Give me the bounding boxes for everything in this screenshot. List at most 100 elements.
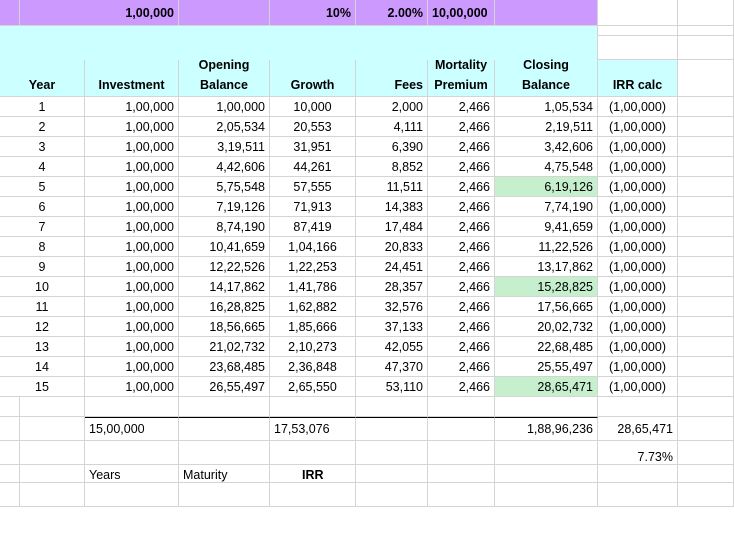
- empty-cell[interactable]: [428, 483, 495, 507]
- empty-cell[interactable]: [20, 397, 85, 417]
- cell-fees[interactable]: 8,852: [356, 157, 428, 177]
- cell-growth[interactable]: 1,62,882: [270, 297, 356, 317]
- cell-opening-balance[interactable]: 26,55,497: [179, 377, 270, 397]
- empty-cell[interactable]: [678, 397, 734, 417]
- empty-cell[interactable]: [678, 297, 734, 317]
- cell-year[interactable]: 12: [0, 317, 85, 337]
- empty-cell[interactable]: [678, 0, 734, 26]
- empty-cell[interactable]: [270, 483, 356, 507]
- cell-closing-balance[interactable]: 25,55,497: [495, 357, 598, 377]
- input-sum-assured[interactable]: 10,00,000: [428, 0, 495, 26]
- empty-cell[interactable]: [20, 441, 85, 465]
- cell-mortality-premium[interactable]: 2,466: [428, 157, 495, 177]
- empty-cell[interactable]: [678, 465, 734, 483]
- empty-cell[interactable]: [678, 377, 734, 397]
- cell-closing-balance[interactable]: 20,02,732: [495, 317, 598, 337]
- cell-investment[interactable]: 1,00,000: [85, 257, 179, 277]
- empty-cell[interactable]: [0, 441, 20, 465]
- empty-cell[interactable]: [495, 397, 598, 417]
- cell-irr-calc[interactable]: (1,00,000): [598, 157, 678, 177]
- cell-closing-balance[interactable]: 28,65,471: [495, 377, 598, 397]
- cell-fees[interactable]: 20,833: [356, 237, 428, 257]
- cell-mortality-premium[interactable]: 2,466: [428, 97, 495, 117]
- cell-fees[interactable]: 28,357: [356, 277, 428, 297]
- total-closing[interactable]: 1,88,96,236: [495, 417, 598, 441]
- cell-year[interactable]: 9: [0, 257, 85, 277]
- cell-irr-calc[interactable]: (1,00,000): [598, 337, 678, 357]
- cell-closing-balance[interactable]: 7,74,190: [495, 197, 598, 217]
- empty-cell[interactable]: [179, 483, 270, 507]
- empty-cell[interactable]: [598, 483, 678, 507]
- cell-irr-calc[interactable]: (1,00,000): [598, 217, 678, 237]
- empty-cell[interactable]: [598, 397, 678, 417]
- empty-cell[interactable]: [678, 177, 734, 197]
- cell-opening-balance[interactable]: 4,42,606: [179, 157, 270, 177]
- cell-investment[interactable]: 1,00,000: [85, 217, 179, 237]
- empty-cell[interactable]: [20, 417, 85, 441]
- cell-growth[interactable]: 10,000: [270, 97, 356, 117]
- cell-year[interactable]: 5: [0, 177, 85, 197]
- cell-closing-balance[interactable]: 17,56,665: [495, 297, 598, 317]
- empty-cell[interactable]: [678, 217, 734, 237]
- cell-fees[interactable]: 14,383: [356, 197, 428, 217]
- cell-investment[interactable]: 1,00,000: [85, 277, 179, 297]
- empty-cell[interactable]: [678, 197, 734, 217]
- cell-opening-balance[interactable]: 1,00,000: [179, 97, 270, 117]
- cell-growth[interactable]: 44,261: [270, 157, 356, 177]
- cell-opening-balance[interactable]: 10,41,659: [179, 237, 270, 257]
- cell-investment[interactable]: 1,00,000: [85, 357, 179, 377]
- empty-cell[interactable]: [678, 237, 734, 257]
- cell-closing-balance[interactable]: 3,42,606: [495, 137, 598, 157]
- input-cell-blank[interactable]: [495, 0, 598, 26]
- cell-mortality-premium[interactable]: 2,466: [428, 117, 495, 137]
- empty-cell[interactable]: [678, 317, 734, 337]
- empty-cell[interactable]: [356, 483, 428, 507]
- cell-opening-balance[interactable]: 12,22,526: [179, 257, 270, 277]
- cell-growth[interactable]: 57,555: [270, 177, 356, 197]
- total-investment[interactable]: 15,00,000: [85, 417, 179, 441]
- cell-fees[interactable]: 11,511: [356, 177, 428, 197]
- cell-growth[interactable]: 2,10,273: [270, 337, 356, 357]
- cell-growth[interactable]: 87,419: [270, 217, 356, 237]
- empty-cell[interactable]: [356, 465, 428, 483]
- empty-cell[interactable]: [678, 36, 734, 60]
- input-investment[interactable]: 1,00,000: [20, 0, 179, 26]
- cell-investment[interactable]: 1,00,000: [85, 117, 179, 137]
- input-growth-rate[interactable]: 10%: [270, 0, 356, 26]
- cell-mortality-premium[interactable]: 2,466: [428, 317, 495, 337]
- empty-cell[interactable]: [598, 36, 678, 60]
- empty-cell[interactable]: [0, 483, 20, 507]
- cell-irr-calc[interactable]: (1,00,000): [598, 197, 678, 217]
- cell-growth[interactable]: 1,41,786: [270, 277, 356, 297]
- cell-closing-balance[interactable]: 2,19,511: [495, 117, 598, 137]
- cell-year[interactable]: 13: [0, 337, 85, 357]
- empty-cell[interactable]: [678, 97, 734, 117]
- cell-opening-balance[interactable]: 8,74,190: [179, 217, 270, 237]
- cell-mortality-premium[interactable]: 2,466: [428, 377, 495, 397]
- cell-year[interactable]: 15: [0, 377, 85, 397]
- cell-year[interactable]: 8: [0, 237, 85, 257]
- cell-mortality-premium[interactable]: 2,466: [428, 217, 495, 237]
- cell-irr-calc[interactable]: (1,00,000): [598, 177, 678, 197]
- label-maturity[interactable]: Maturity: [179, 465, 270, 483]
- cell-growth[interactable]: 2,65,550: [270, 377, 356, 397]
- cell-year[interactable]: 14: [0, 357, 85, 377]
- cell-fees[interactable]: 6,390: [356, 137, 428, 157]
- cell-closing-balance[interactable]: 22,68,485: [495, 337, 598, 357]
- cell-opening-balance[interactable]: 7,19,126: [179, 197, 270, 217]
- empty-cell[interactable]: [0, 397, 20, 417]
- cell-opening-balance[interactable]: 2,05,534: [179, 117, 270, 137]
- cell-mortality-premium[interactable]: 2,466: [428, 337, 495, 357]
- cell-fees[interactable]: 47,370: [356, 357, 428, 377]
- cell-mortality-premium[interactable]: 2,466: [428, 257, 495, 277]
- cell-fees[interactable]: 37,133: [356, 317, 428, 337]
- cell-mortality-premium[interactable]: 2,466: [428, 237, 495, 257]
- cell-mortality-premium[interactable]: 2,466: [428, 177, 495, 197]
- cell-closing-balance[interactable]: 9,41,659: [495, 217, 598, 237]
- cell-closing-balance[interactable]: 11,22,526: [495, 237, 598, 257]
- cell-investment[interactable]: 1,00,000: [85, 377, 179, 397]
- cell-closing-balance[interactable]: 13,17,862: [495, 257, 598, 277]
- cell-growth[interactable]: 2,36,848: [270, 357, 356, 377]
- cell-investment[interactable]: 1,00,000: [85, 177, 179, 197]
- cell-year[interactable]: 11: [0, 297, 85, 317]
